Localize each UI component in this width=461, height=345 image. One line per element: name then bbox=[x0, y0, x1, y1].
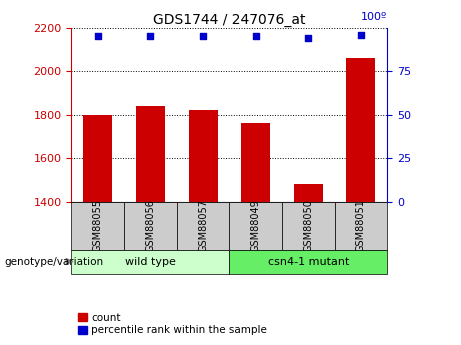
Bar bbox=[71, 250, 230, 274]
Text: GSM88055: GSM88055 bbox=[93, 199, 103, 253]
Bar bbox=[294, 185, 323, 202]
Point bbox=[94, 33, 101, 39]
Bar bbox=[136, 106, 165, 202]
Text: csn4-1 mutant: csn4-1 mutant bbox=[267, 257, 349, 267]
Bar bbox=[71, 202, 124, 250]
Point bbox=[357, 32, 365, 37]
Bar bbox=[124, 202, 177, 250]
Text: GSM88049: GSM88049 bbox=[251, 200, 260, 252]
Bar bbox=[282, 202, 335, 250]
Bar bbox=[335, 202, 387, 250]
Point bbox=[199, 33, 207, 39]
Legend: count, percentile rank within the sample: count, percentile rank within the sample bbox=[77, 312, 268, 336]
Bar bbox=[229, 250, 387, 274]
Text: 100º: 100º bbox=[361, 12, 387, 22]
Bar bbox=[241, 124, 270, 202]
Bar bbox=[229, 202, 282, 250]
Text: GSM88057: GSM88057 bbox=[198, 199, 208, 253]
Point bbox=[147, 33, 154, 39]
Point bbox=[305, 35, 312, 41]
Bar bbox=[189, 110, 218, 202]
Text: wild type: wild type bbox=[125, 257, 176, 267]
Point bbox=[252, 33, 260, 39]
Text: GSM88056: GSM88056 bbox=[145, 199, 155, 253]
Text: genotype/variation: genotype/variation bbox=[5, 257, 104, 266]
Bar bbox=[177, 202, 229, 250]
Bar bbox=[347, 58, 375, 202]
Text: GSM88050: GSM88050 bbox=[303, 199, 313, 253]
Bar bbox=[83, 115, 112, 202]
Text: GSM88051: GSM88051 bbox=[356, 199, 366, 253]
Title: GDS1744 / 247076_at: GDS1744 / 247076_at bbox=[153, 12, 306, 27]
